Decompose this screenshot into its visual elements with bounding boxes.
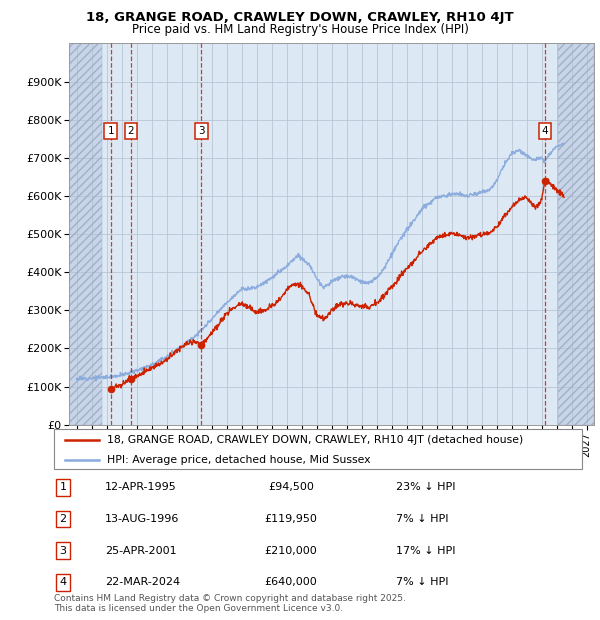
Text: 2: 2 bbox=[127, 126, 134, 136]
Text: Price paid vs. HM Land Registry's House Price Index (HPI): Price paid vs. HM Land Registry's House … bbox=[131, 23, 469, 36]
Text: £210,000: £210,000 bbox=[265, 546, 317, 556]
Bar bbox=[558, 43, 594, 425]
Text: £119,950: £119,950 bbox=[265, 514, 317, 524]
FancyBboxPatch shape bbox=[54, 429, 582, 469]
Text: 18, GRANGE ROAD, CRAWLEY DOWN, CRAWLEY, RH10 4JT (detached house): 18, GRANGE ROAD, CRAWLEY DOWN, CRAWLEY, … bbox=[107, 435, 523, 445]
Text: 7% ↓ HPI: 7% ↓ HPI bbox=[396, 577, 449, 587]
Text: 3: 3 bbox=[198, 126, 205, 136]
Text: 1: 1 bbox=[107, 126, 114, 136]
Text: 17% ↓ HPI: 17% ↓ HPI bbox=[396, 546, 455, 556]
Text: HPI: Average price, detached house, Mid Sussex: HPI: Average price, detached house, Mid … bbox=[107, 456, 370, 466]
Text: 13-AUG-1996: 13-AUG-1996 bbox=[105, 514, 179, 524]
Text: 7% ↓ HPI: 7% ↓ HPI bbox=[396, 514, 449, 524]
Text: 22-MAR-2024: 22-MAR-2024 bbox=[105, 577, 180, 587]
Bar bbox=[69, 43, 102, 425]
Text: 4: 4 bbox=[541, 126, 548, 136]
Bar bbox=[69, 43, 102, 425]
Text: £94,500: £94,500 bbox=[268, 482, 314, 492]
Text: 12-APR-1995: 12-APR-1995 bbox=[105, 482, 177, 492]
Text: 1: 1 bbox=[59, 482, 67, 492]
Text: Contains HM Land Registry data © Crown copyright and database right 2025.
This d: Contains HM Land Registry data © Crown c… bbox=[54, 594, 406, 613]
Text: 3: 3 bbox=[59, 546, 67, 556]
Text: 2: 2 bbox=[59, 514, 67, 524]
Text: 4: 4 bbox=[59, 577, 67, 587]
Text: 23% ↓ HPI: 23% ↓ HPI bbox=[396, 482, 455, 492]
Text: £640,000: £640,000 bbox=[265, 577, 317, 587]
Text: 18, GRANGE ROAD, CRAWLEY DOWN, CRAWLEY, RH10 4JT: 18, GRANGE ROAD, CRAWLEY DOWN, CRAWLEY, … bbox=[86, 11, 514, 24]
Bar bbox=[558, 43, 594, 425]
Text: 25-APR-2001: 25-APR-2001 bbox=[105, 546, 176, 556]
